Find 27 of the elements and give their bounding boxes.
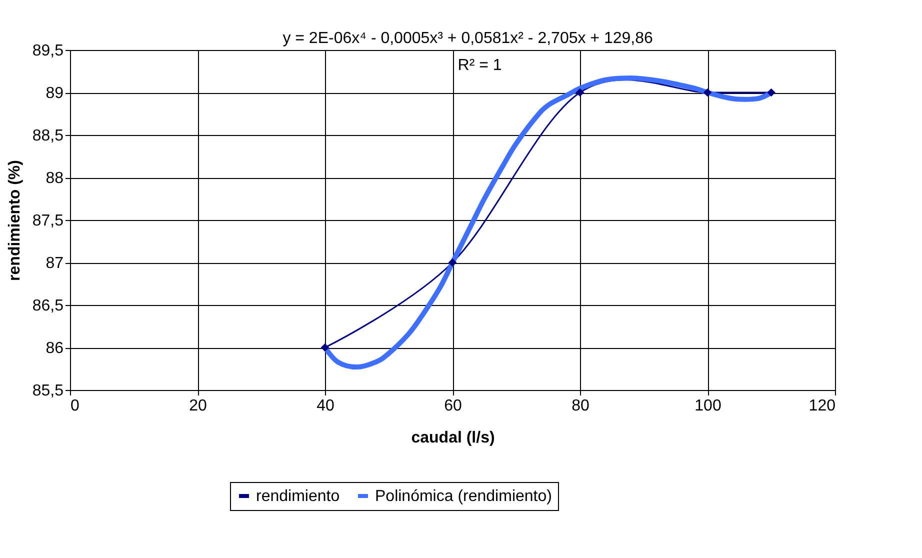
y-tick-label: 87,5 <box>32 212 64 230</box>
y-axis-title: rendimiento (%) <box>6 160 24 281</box>
y-tick-label: 85,5 <box>32 382 64 400</box>
y-tick-label: 88,5 <box>32 128 64 144</box>
point <box>703 88 712 97</box>
x-tick-label: 0 <box>70 398 80 414</box>
x-tick-label: 40 <box>316 398 334 414</box>
x-tick-label: 100 <box>694 398 722 414</box>
annotation: R² = 1 <box>458 57 502 74</box>
x-tick-label: 80 <box>572 398 590 414</box>
point <box>448 258 457 267</box>
x-tick-label: 120 <box>808 398 836 414</box>
x-tick-label: 60 <box>444 398 462 414</box>
point <box>767 88 776 97</box>
legend-label: Polinómica (rendimiento) <box>375 488 552 505</box>
x-axis-title: caudal (l/s) <box>411 430 495 446</box>
point <box>576 88 584 97</box>
legend-label: rendimiento <box>256 488 340 505</box>
y-tick-label: 87 <box>46 255 64 272</box>
y-tick-label: 89,5 <box>32 42 64 60</box>
x-tick-label: 20 <box>189 398 207 414</box>
point <box>320 343 330 352</box>
y-tick-label: 86 <box>46 340 64 357</box>
y-tick-label: 89 <box>46 85 64 102</box>
y-tick-label: 86,5 <box>32 298 64 314</box>
text: y = 2E-06x⁴ - 0,0005x³ + 0,0581x² - 2,705x + 129,86 <box>282 30 654 47</box>
y-tick-label: 88 <box>46 170 64 187</box>
